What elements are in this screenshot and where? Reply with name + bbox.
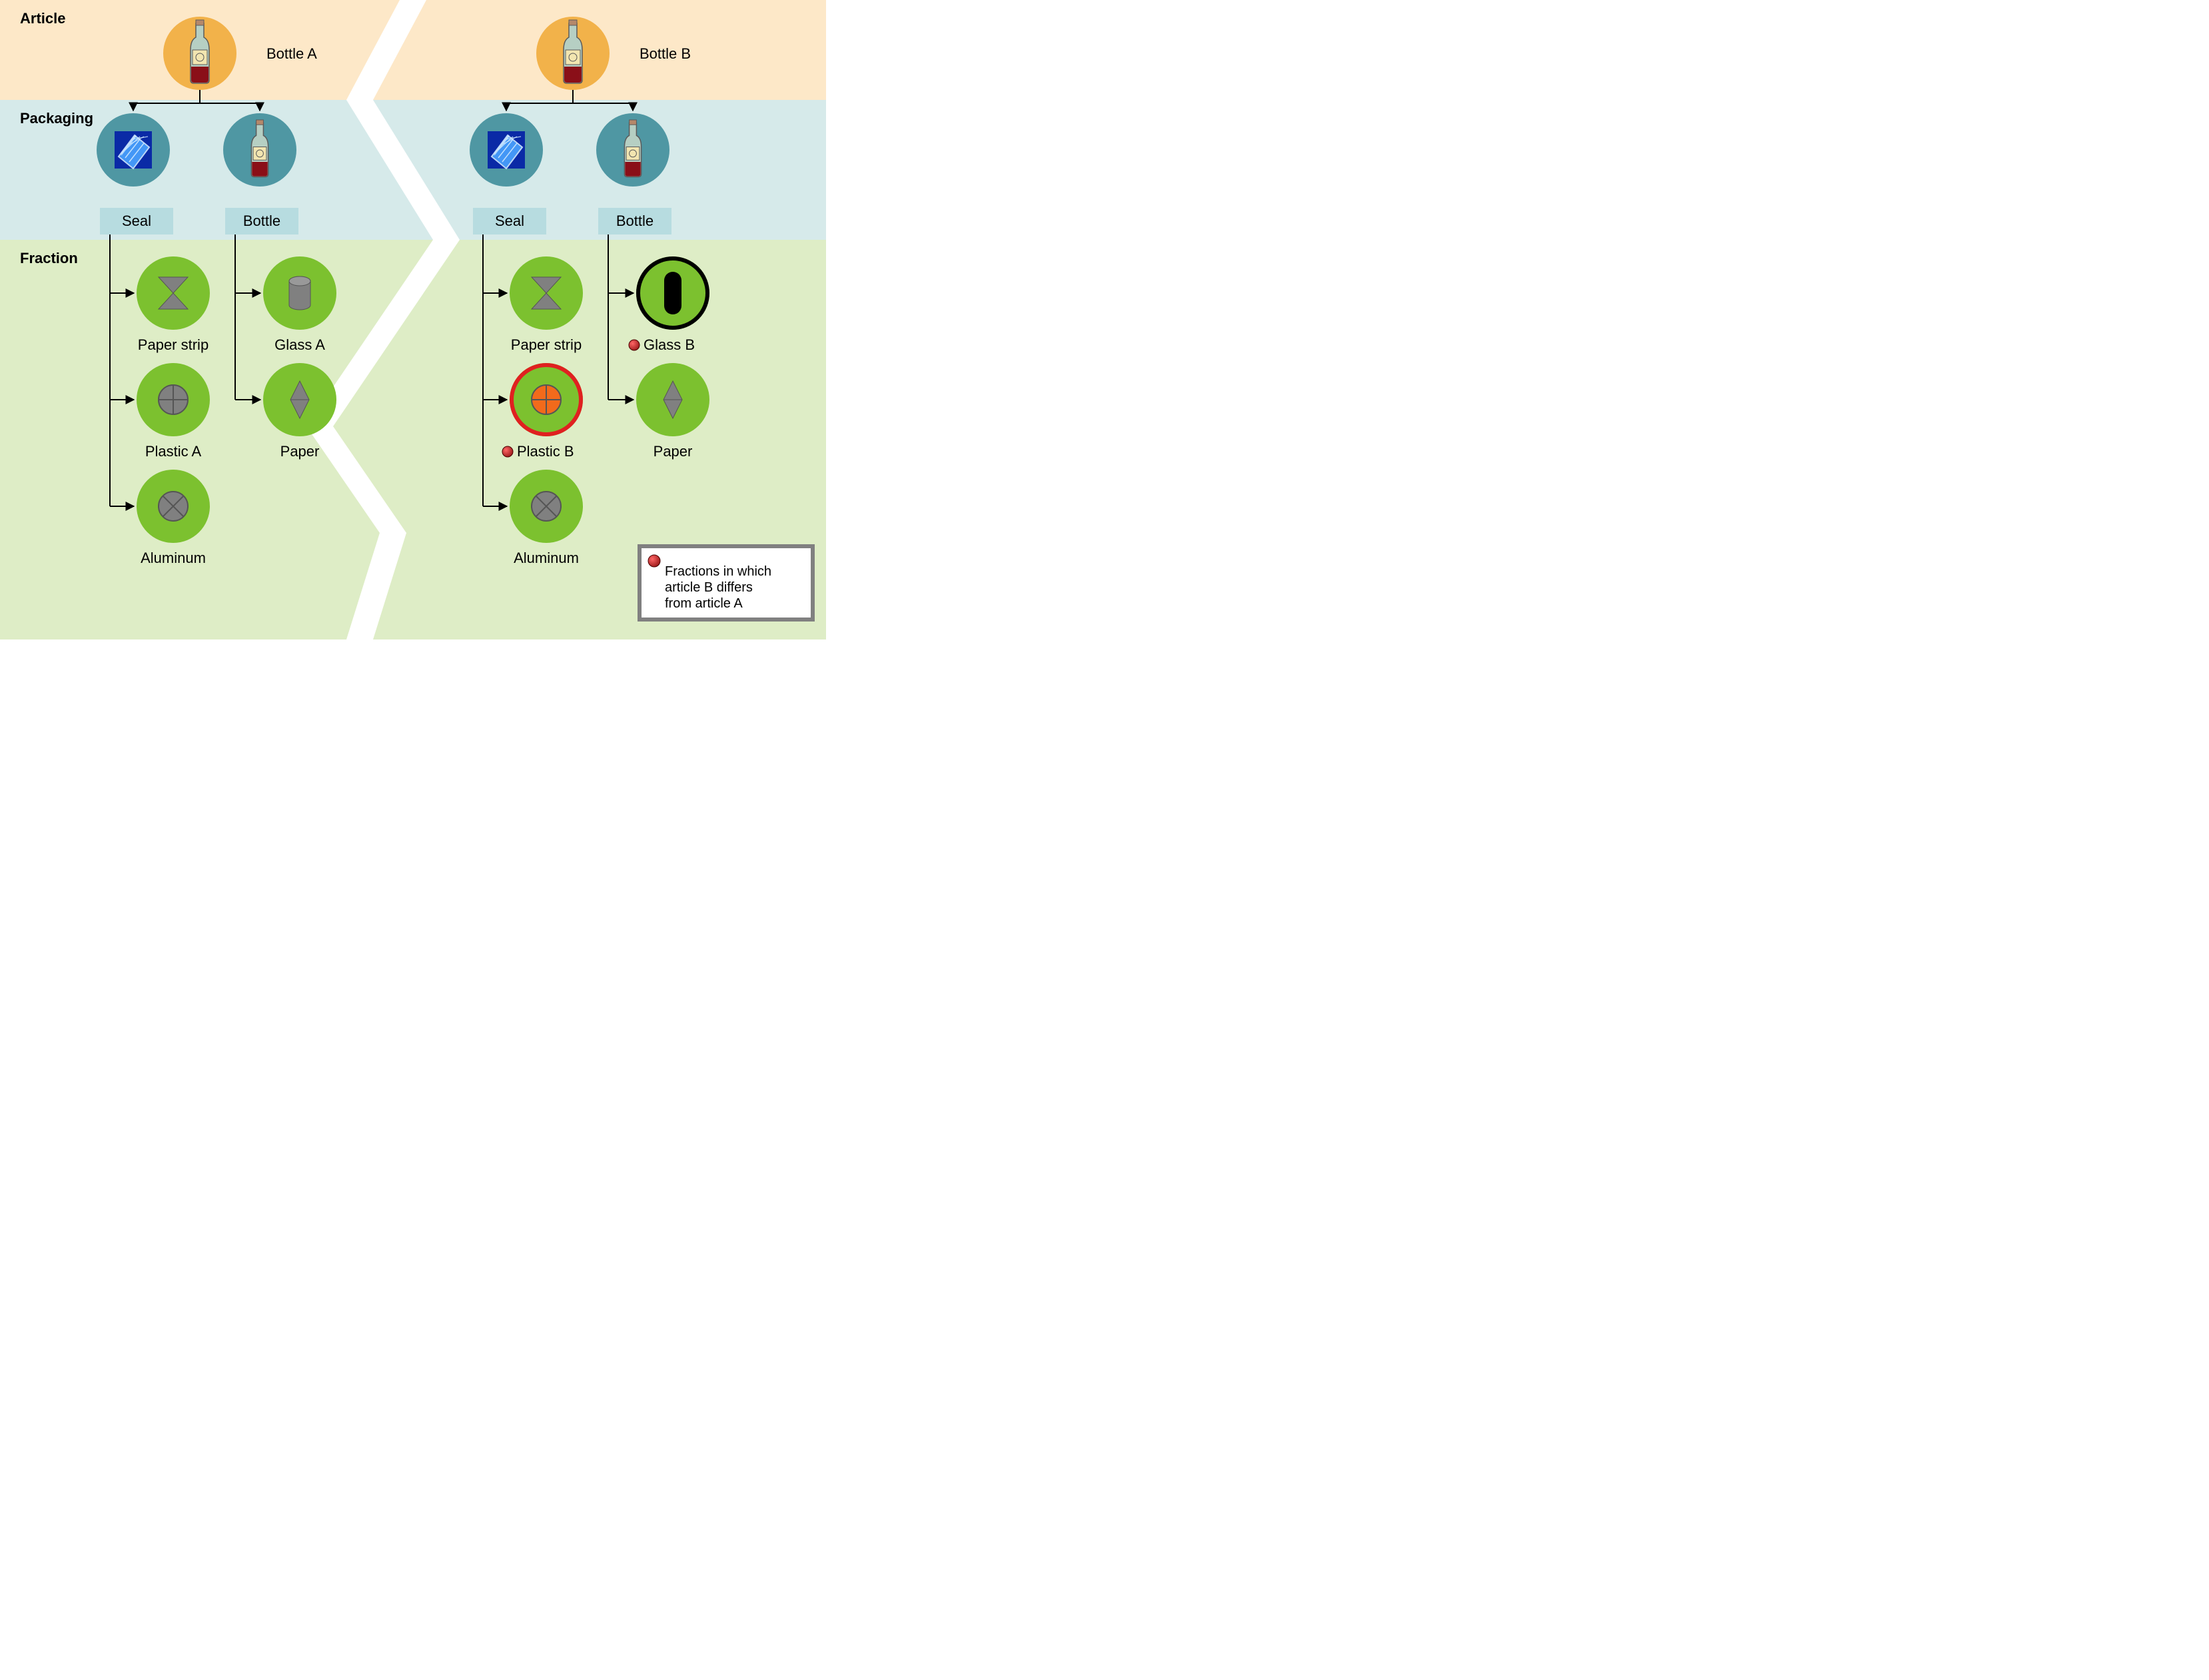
a-packaging-bottle-label: Bottle xyxy=(243,212,280,229)
a-fraction-paper-strip xyxy=(137,256,210,330)
a-fraction-glass-a-label: Glass A xyxy=(274,336,325,353)
b-fraction-glass-b xyxy=(636,256,709,330)
legend-line-1: article B differs xyxy=(665,580,753,595)
b-fraction-aluminum xyxy=(510,470,583,543)
a-fraction-aluminum xyxy=(137,470,210,543)
b-fraction-aluminum-label: Aluminum xyxy=(514,550,579,566)
a-article-label: Bottle A xyxy=(266,45,317,62)
packaging-row-label: Packaging xyxy=(20,110,93,127)
b-fraction-paper-strip xyxy=(510,256,583,330)
a-article-node xyxy=(163,17,236,90)
legend: Fractions in whicharticle B differsfrom … xyxy=(640,546,813,620)
b-fraction-paper-label: Paper xyxy=(654,443,693,460)
a-packaging-seal xyxy=(97,113,170,187)
a-fraction-plastic-a xyxy=(137,363,210,436)
fraction-row-label: Fraction xyxy=(20,250,78,266)
article-row-label: Article xyxy=(20,10,65,27)
a-fraction-plastic-a-label: Plastic A xyxy=(145,443,202,460)
a-fraction-paper-label: Paper xyxy=(280,443,320,460)
b-article-label: Bottle B xyxy=(640,45,691,62)
b-packaging-seal xyxy=(470,113,543,187)
b-fraction-paper xyxy=(636,363,709,436)
a-fraction-glass-a xyxy=(263,256,336,330)
b-article-node xyxy=(536,17,610,90)
b-packaging-bottle-label: Bottle xyxy=(616,212,654,229)
b-fraction-plastic-b xyxy=(510,363,583,436)
a-fraction-paper xyxy=(263,363,336,436)
legend-line-2: from article A xyxy=(665,596,743,611)
highlight-dot-icon xyxy=(502,446,513,457)
a-fraction-aluminum-label: Aluminum xyxy=(141,550,206,566)
b-packaging-bottle xyxy=(596,113,669,187)
highlight-dot-icon xyxy=(629,340,640,350)
a-packaging-bottle xyxy=(223,113,296,187)
a-packaging-seal-label: Seal xyxy=(122,212,151,229)
b-fraction-plastic-b-label: Plastic B xyxy=(517,443,574,460)
legend-dot-icon xyxy=(648,555,660,567)
a-fraction-paper-strip-label: Paper strip xyxy=(138,336,209,353)
b-packaging-seal-label: Seal xyxy=(495,212,524,229)
packaging-fraction-diagram: Article Packaging Fraction Bottle A Seal Bott… xyxy=(0,0,826,639)
b-fraction-glass-b-label: Glass B xyxy=(644,336,695,353)
b-fraction-paper-strip-label: Paper strip xyxy=(511,336,582,353)
legend-line-0: Fractions in which xyxy=(665,564,771,579)
